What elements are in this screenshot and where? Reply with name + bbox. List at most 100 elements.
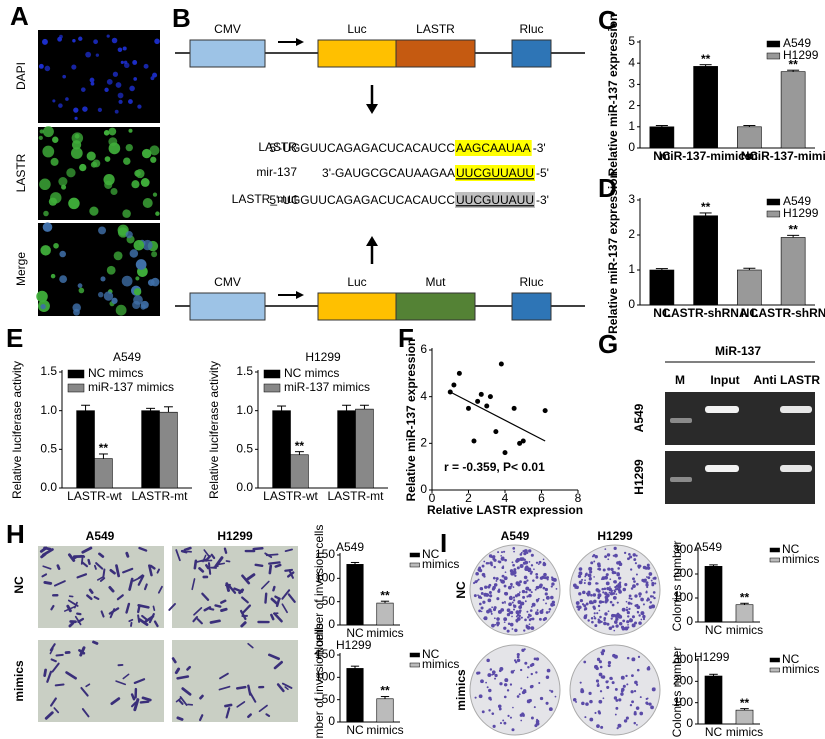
cell — [71, 64, 77, 70]
colony — [600, 620, 603, 623]
legend-label: H1299 — [783, 48, 819, 62]
x-tick-label: NC — [741, 306, 759, 320]
cell — [209, 619, 221, 624]
colony — [601, 587, 605, 591]
colony — [596, 582, 599, 585]
colony — [592, 554, 596, 557]
y-tick-label: 4 — [628, 55, 635, 69]
colony — [596, 724, 600, 729]
colony — [613, 654, 618, 659]
cell — [86, 151, 96, 161]
cell — [78, 36, 83, 41]
y-tick-label: 3 — [628, 192, 635, 206]
colony — [636, 582, 639, 586]
colony — [628, 594, 632, 598]
point — [517, 440, 523, 446]
cell — [133, 288, 142, 296]
x-tick-label: mimics — [726, 725, 763, 739]
y-tick-label: 0 — [628, 140, 635, 154]
legend-label: mimics — [782, 662, 819, 676]
colony — [497, 589, 501, 593]
colony — [589, 576, 592, 580]
colony — [616, 727, 619, 730]
colony — [579, 599, 584, 603]
cell — [281, 603, 288, 614]
colony — [493, 558, 497, 562]
lane-label: Anti — [753, 373, 776, 387]
colony — [581, 701, 585, 706]
significance: ** — [380, 588, 390, 602]
colony — [611, 625, 615, 628]
cell — [125, 143, 133, 152]
colony — [651, 595, 654, 598]
colony — [597, 619, 602, 624]
colony — [589, 699, 593, 704]
cell — [68, 197, 80, 210]
colony — [614, 620, 618, 624]
colony — [488, 688, 492, 693]
construct-label: CMV — [214, 22, 241, 36]
x-tick-label: 4 — [502, 491, 509, 505]
colony — [491, 712, 495, 715]
colony — [631, 700, 634, 704]
colony — [550, 690, 554, 693]
colony — [620, 625, 625, 629]
colony — [633, 721, 637, 725]
cell — [193, 559, 198, 570]
x-tick-label: LASTR-shRNA — [751, 306, 825, 320]
cell — [42, 126, 54, 138]
colony — [572, 697, 577, 702]
colony — [541, 608, 544, 611]
colony — [530, 591, 533, 594]
cell — [97, 107, 103, 112]
cell — [65, 671, 77, 680]
point — [451, 382, 457, 388]
sequence: 5'-UGGUUCAGAGACUCACAUCC — [269, 141, 455, 155]
colony — [474, 580, 478, 584]
cell — [42, 565, 52, 570]
colony — [480, 679, 484, 684]
colony — [640, 611, 645, 616]
cell — [42, 145, 55, 158]
colony — [632, 553, 637, 557]
cell — [133, 295, 143, 305]
colony — [636, 611, 640, 614]
colony — [607, 661, 612, 665]
cell — [236, 701, 246, 708]
colony — [590, 617, 594, 620]
colony — [497, 704, 502, 709]
colony — [617, 576, 622, 580]
bar — [376, 602, 394, 626]
error-bar — [342, 404, 352, 411]
colony — [509, 569, 514, 573]
colony — [500, 557, 505, 561]
colony — [520, 557, 525, 561]
colony — [491, 673, 494, 676]
cell — [49, 643, 56, 652]
colony — [631, 657, 636, 662]
colony — [620, 675, 625, 680]
cell — [270, 597, 278, 605]
colony — [534, 611, 539, 616]
cell — [128, 577, 134, 591]
colony — [583, 582, 586, 585]
colony — [550, 602, 554, 607]
cell — [97, 291, 104, 298]
colony — [519, 668, 523, 672]
colony — [640, 618, 643, 621]
colony — [530, 684, 534, 688]
error-bar — [655, 125, 668, 127]
cell — [196, 618, 203, 625]
error-bar — [359, 404, 369, 410]
colony — [650, 705, 654, 710]
bar — [272, 410, 291, 489]
colony — [489, 561, 493, 565]
colony — [538, 560, 542, 564]
error-bar — [743, 267, 756, 270]
colony — [603, 618, 606, 622]
cell — [123, 60, 128, 65]
colony — [496, 617, 500, 621]
significance: ** — [788, 223, 798, 237]
colony — [512, 706, 514, 709]
cell — [36, 290, 48, 303]
